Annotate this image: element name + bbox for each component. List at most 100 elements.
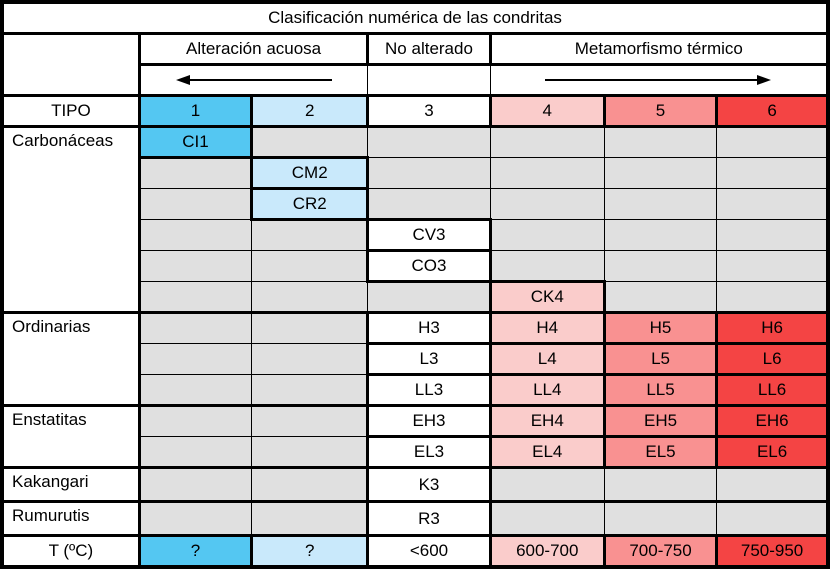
temp-type-5-cell: 700-750 <box>602 534 719 569</box>
empty-cell <box>603 188 718 220</box>
cell-cm2: CM2 <box>250 156 370 190</box>
empty-cell <box>603 250 718 282</box>
group-label-rumurutis: Rumurutis <box>1 500 141 536</box>
cell-ci1: CI1 <box>137 125 254 159</box>
cell-el6: EL6 <box>715 435 830 469</box>
table-row: Ordinarias H3 H4 H5 H6 <box>1 311 830 406</box>
empty-cell <box>367 281 491 313</box>
cell-ck4: CK4 <box>488 280 606 314</box>
temperature-row-label: T (ºC) <box>0 534 141 569</box>
table-row: Enstatitas EH3 EH4 EH5 EH6 <box>1 404 830 468</box>
empty-cell <box>716 281 829 313</box>
type-1-cell: 1 <box>137 94 254 128</box>
cell-h5: H5 <box>602 311 719 345</box>
empty-cell <box>251 404 369 437</box>
type-5-cell: 5 <box>602 94 719 128</box>
aqueous-direction-cell <box>138 64 369 97</box>
empty-cell <box>603 500 718 536</box>
empty-cell <box>251 219 369 251</box>
cell-eh4: EH4 <box>488 404 606 438</box>
table-row: LL3 LL4 LL5 LL6 <box>2 373 830 407</box>
empty-cell <box>138 436 253 468</box>
table-row: Kakangari K3 <box>1 466 829 503</box>
empty-cell <box>251 343 369 375</box>
empty-cell <box>716 219 829 251</box>
cell-l6: L6 <box>715 342 830 376</box>
cell-cv3: CV3 <box>366 218 492 252</box>
temp-type-1-cell: ? <box>137 534 254 569</box>
empty-cell <box>489 219 605 251</box>
group-label-carbonaceas: Carbonáceas <box>1 125 141 313</box>
table-row: CO3 <box>2 249 829 283</box>
cell-l4: L4 <box>488 342 606 376</box>
table-row: Carbonáceas CI1 <box>1 125 829 313</box>
empty-cell <box>251 311 369 344</box>
empty-cell <box>138 404 253 437</box>
cell-cr2: CR2 <box>250 187 370 221</box>
empty-cell <box>716 250 829 282</box>
empty-cell <box>138 157 253 189</box>
empty-cell <box>138 281 253 313</box>
table-row: Rumurutis R3 <box>1 500 829 537</box>
empty-cell <box>716 500 829 536</box>
empty-cell <box>603 281 718 313</box>
page-title: Clasificación numérica de las condritas <box>2 2 828 35</box>
group-label-enstatitas: Enstatitas <box>1 404 141 468</box>
empty-cell <box>489 125 605 158</box>
cell-co3: CO3 <box>366 249 492 283</box>
empty-cell <box>138 343 253 375</box>
empty-cell <box>367 188 491 220</box>
header-empty-cell <box>1 33 141 96</box>
table-row: EL3 EL4 EL5 EL6 <box>2 435 830 469</box>
empty-cell <box>138 188 253 220</box>
empty-cell <box>603 219 718 251</box>
empty-cell <box>251 281 369 313</box>
empty-cell <box>251 374 369 406</box>
arrow-right-icon <box>491 75 826 85</box>
header-thermal-metamorphism: Metamorfismo térmico <box>488 32 830 66</box>
empty-cell <box>603 157 718 189</box>
cell-el3: EL3 <box>366 435 492 469</box>
empty-cell <box>489 157 605 189</box>
type-row: TIPO 1 2 3 4 5 6 <box>0 94 830 128</box>
temp-type-4-cell: 600-700 <box>488 534 606 569</box>
cell-r3: R3 <box>366 500 492 537</box>
empty-cell <box>367 157 491 189</box>
empty-cell <box>716 466 829 502</box>
empty-cell <box>138 311 253 344</box>
empty-cell <box>138 219 253 251</box>
empty-cell <box>716 188 829 220</box>
cell-ll3: LL3 <box>366 373 492 407</box>
direction-row <box>2 64 829 97</box>
cell-eh3: EH3 <box>366 404 492 438</box>
cell-eh6: EH6 <box>715 404 830 438</box>
temp-type-2-cell: ? <box>250 534 370 569</box>
header-aqueous-alteration: Alteración acuosa <box>137 32 370 66</box>
empty-cell <box>251 125 369 158</box>
cell-h6: H6 <box>715 311 830 345</box>
header-row: Alteración acuosa No alterado Metamorfis… <box>1 32 830 96</box>
empty-cell <box>489 250 605 282</box>
empty-cell <box>251 500 369 536</box>
empty-cell <box>138 500 253 536</box>
unaltered-direction-cell <box>367 64 491 97</box>
type-4-cell: 4 <box>488 94 606 128</box>
cell-h3: H3 <box>366 311 492 345</box>
empty-cell <box>489 500 605 536</box>
table-row: CM2 <box>2 156 829 190</box>
cell-el4: EL4 <box>488 435 606 469</box>
empty-cell <box>716 125 829 158</box>
table-row: CR2 <box>2 187 829 221</box>
cell-ll6: LL6 <box>715 373 830 407</box>
type-6-cell: 6 <box>715 94 830 128</box>
temp-type-3-cell: <600 <box>366 534 492 569</box>
empty-cell <box>716 157 829 189</box>
type-row-label: TIPO <box>0 94 141 128</box>
cell-l3: L3 <box>366 342 492 376</box>
header-unaltered: No alterado <box>366 32 492 66</box>
temperature-row: T (ºC) ? ? <600 600-700 700-750 750-950 <box>0 534 830 569</box>
cell-k3: K3 <box>366 466 492 503</box>
group-label-ordinarias: Ordinarias <box>1 311 141 406</box>
title-row: Clasificación numérica de las condritas <box>2 2 828 35</box>
